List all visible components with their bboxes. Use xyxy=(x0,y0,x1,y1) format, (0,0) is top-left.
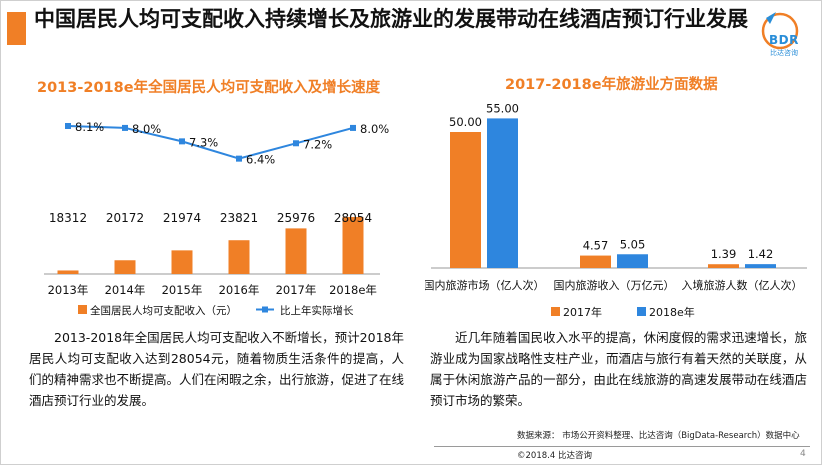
income-bar xyxy=(228,240,250,274)
tourism-chart-title: 2017-2018e年旅游业方面数据 xyxy=(505,77,718,93)
tourism-bar xyxy=(487,118,518,269)
growth-point xyxy=(122,124,128,131)
x-tick-label: 2015年 xyxy=(162,283,203,297)
tourism-bar xyxy=(450,132,481,268)
bdr-logo-icon xyxy=(761,12,799,50)
x-tick-label: 2016年 xyxy=(219,283,260,297)
income-bar xyxy=(114,260,136,274)
income-chart: 18312 2013年 20172 2014年 21974 2015年 23821 2016年… xyxy=(44,120,389,317)
growth-label: 7.3% xyxy=(189,135,218,149)
legend-2017-label: 2017年 xyxy=(563,305,602,319)
tourism-bar-label: 55.00 xyxy=(486,101,519,115)
x-tick-label: 2013年 xyxy=(48,283,89,297)
tourism-bar-label: 4.57 xyxy=(583,239,609,253)
tourism-bar xyxy=(580,255,611,268)
growth-point xyxy=(236,155,242,162)
legend-2018e-label: 2018e年 xyxy=(649,305,695,319)
growth-line xyxy=(67,125,354,160)
legend-growth-label: 比上年实际增长 xyxy=(280,304,354,317)
tourism-bar-label: 1.39 xyxy=(711,247,737,261)
income-bar-label: 18312 xyxy=(49,211,87,225)
tourism-bar xyxy=(745,264,776,268)
x-tick-label: 2018e年 xyxy=(329,283,377,297)
growth-point xyxy=(179,138,185,145)
footer-divider xyxy=(434,446,810,447)
x-tick-label: 2014年 xyxy=(105,283,146,297)
tourism-bar-label: 5.05 xyxy=(620,237,646,251)
growth-label: 7.2% xyxy=(303,137,332,151)
income-bar xyxy=(285,228,307,274)
income-bar-label: 23821 xyxy=(220,211,258,225)
tourism-bar xyxy=(708,264,739,268)
growth-point xyxy=(65,123,71,129)
income-bar-label: 28054 xyxy=(334,211,372,225)
growth-label: 6.4% xyxy=(246,153,275,167)
tourism-bar-label: 1.42 xyxy=(748,247,774,261)
income-bar xyxy=(171,250,193,274)
growth-label: 8.1% xyxy=(75,120,104,134)
page-number: 4 xyxy=(800,449,806,459)
legend-2018e-swatch xyxy=(637,307,646,316)
legend-income-swatch xyxy=(78,305,87,314)
income-chart-title: 2013-2018e年全国居民人均可支配收入及增长速度 xyxy=(37,80,381,96)
income-bar xyxy=(342,216,364,274)
tourism-chart: 50.00 55.00 国内旅游市场（亿人次） 4.57 5.05 国内旅游收入（万亿元）… xyxy=(425,101,807,319)
income-bar-label: 21974 xyxy=(163,211,201,225)
growth-label: 8.0% xyxy=(360,122,389,136)
growth-point xyxy=(293,140,299,147)
page-title: 中国居民人均可支配收入持续增长及旅游业的发展带动在线酒店预订行业发展 xyxy=(34,7,748,31)
legend-growth-marker xyxy=(262,306,268,313)
legend-income-label: 全国居民人均可支配收入（元） xyxy=(90,304,237,317)
copyright: ©2018.4 比达咨询 xyxy=(517,451,592,461)
income-bar-label: 25976 xyxy=(277,211,315,225)
growth-point xyxy=(350,124,356,131)
tourism-description: 近几年随着国民收入水平的提高，休闲度假的需求迅速增长，旅游业成为国家战略性支柱产… xyxy=(430,330,807,408)
income-bar-label: 20172 xyxy=(106,211,144,225)
x-category-label: 入境旅游人数（亿人次） xyxy=(682,278,803,292)
income-description: 2013-2018年全国居民人均可支配收入不断增长，预计2018年居民人均可支配… xyxy=(29,330,405,408)
logo-text: BDR xyxy=(769,33,799,47)
logo-subtext: 比达咨询 xyxy=(770,49,798,57)
data-source: 数据来源： 市场公开资料整理、比达咨询（BigData-Research）数据中… xyxy=(517,431,800,441)
x-tick-label: 2017年 xyxy=(276,283,317,297)
x-category-label: 国内旅游收入（万亿元） xyxy=(554,278,675,292)
legend-2017-swatch xyxy=(551,307,560,316)
tourism-bar xyxy=(617,254,648,268)
title-accent-bar xyxy=(7,12,26,45)
tourism-bar-label: 50.00 xyxy=(449,115,482,129)
income-bar xyxy=(57,270,79,274)
growth-label: 8.0% xyxy=(132,122,161,136)
x-category-label: 国内旅游市场（亿人次） xyxy=(425,278,545,292)
